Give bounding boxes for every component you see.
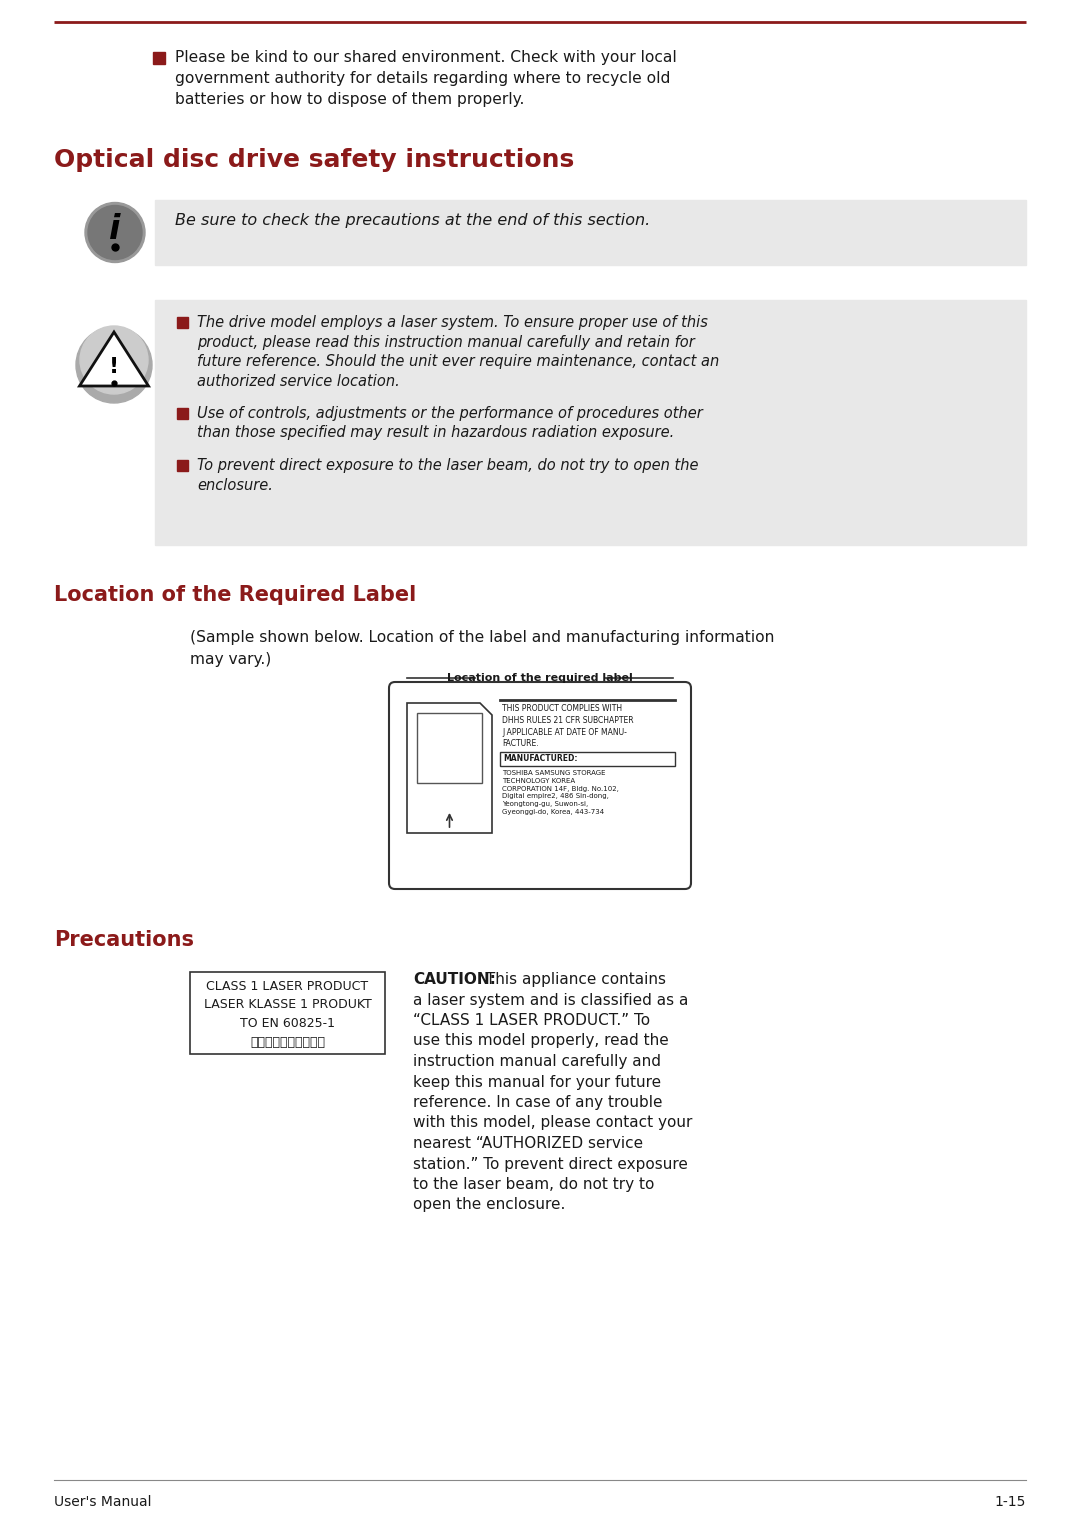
Bar bbox=[156, 199, 1026, 265]
Text: Location of the required label: Location of the required label bbox=[447, 672, 633, 683]
Text: Optical disc drive safety instructions: Optical disc drive safety instructions bbox=[54, 148, 575, 172]
Bar bbox=[417, 713, 482, 783]
Text: use this model properly, read the: use this model properly, read the bbox=[413, 1033, 669, 1048]
Text: Please be kind to our shared environment. Check with your local: Please be kind to our shared environment… bbox=[175, 50, 677, 65]
Text: instruction manual carefully and: instruction manual carefully and bbox=[413, 1054, 661, 1069]
Text: !: ! bbox=[109, 357, 119, 377]
Text: authorized service location.: authorized service location. bbox=[197, 374, 400, 388]
Bar bbox=[153, 52, 165, 64]
Text: Be sure to check the precautions at the end of this section.: Be sure to check the precautions at the … bbox=[175, 213, 650, 228]
Bar bbox=[500, 751, 675, 767]
Bar bbox=[190, 972, 384, 1054]
Text: Use of controls, adjustments or the performance of procedures other: Use of controls, adjustments or the perf… bbox=[197, 406, 703, 421]
Text: enclosure.: enclosure. bbox=[197, 478, 273, 493]
Text: This appliance contains: This appliance contains bbox=[481, 972, 666, 987]
Text: The drive model employs a laser system. To ensure proper use of this: The drive model employs a laser system. … bbox=[197, 315, 707, 330]
Text: reference. In case of any trouble: reference. In case of any trouble bbox=[413, 1095, 662, 1110]
Text: a laser system and is classified as a: a laser system and is classified as a bbox=[413, 993, 688, 1007]
Text: 1-15: 1-15 bbox=[995, 1495, 1026, 1509]
Circle shape bbox=[80, 325, 148, 394]
Text: batteries or how to dispose of them properly.: batteries or how to dispose of them prop… bbox=[175, 91, 525, 106]
Polygon shape bbox=[407, 703, 492, 834]
Text: TOSHIBA SAMSUNG STORAGE
TECHNOLOGY KOREA
CORPORATION 14F, Bldg. No.102,
Digital : TOSHIBA SAMSUNG STORAGE TECHNOLOGY KOREA… bbox=[502, 770, 619, 815]
Text: “CLASS 1 LASER PRODUCT.” To: “CLASS 1 LASER PRODUCT.” To bbox=[413, 1013, 650, 1028]
Text: User's Manual: User's Manual bbox=[54, 1495, 151, 1509]
Text: CAUTION:: CAUTION: bbox=[413, 972, 496, 987]
Text: may vary.): may vary.) bbox=[190, 653, 271, 668]
Text: than those specified may result in hazardous radiation exposure.: than those specified may result in hazar… bbox=[197, 426, 674, 441]
Text: Precautions: Precautions bbox=[54, 929, 194, 951]
Text: (Sample shown below. Location of the label and manufacturing information: (Sample shown below. Location of the lab… bbox=[190, 630, 774, 645]
Bar bbox=[177, 316, 188, 329]
Text: To prevent direct exposure to the laser beam, do not try to open the: To prevent direct exposure to the laser … bbox=[197, 458, 699, 473]
Text: future reference. Should the unit ever require maintenance, contact an: future reference. Should the unit ever r… bbox=[197, 354, 719, 370]
Circle shape bbox=[85, 202, 145, 263]
Text: CLASS 1 LASER PRODUCT
LASER KLASSE 1 PRODUKT
TO EN 60825-1
クラス１レーザー製品: CLASS 1 LASER PRODUCT LASER KLASSE 1 PRO… bbox=[204, 980, 372, 1048]
Bar bbox=[177, 408, 188, 418]
Text: station.” To prevent direct exposure: station.” To prevent direct exposure bbox=[413, 1156, 688, 1171]
Text: MANUFACTURED:: MANUFACTURED: bbox=[503, 754, 578, 764]
Text: i: i bbox=[109, 213, 121, 246]
Polygon shape bbox=[80, 332, 149, 386]
Bar bbox=[177, 459, 188, 472]
FancyBboxPatch shape bbox=[389, 681, 691, 888]
Text: THIS PRODUCT COMPLIES WITH
DHHS RULES 21 CFR SUBCHAPTER
J APPLICABLE AT DATE OF : THIS PRODUCT COMPLIES WITH DHHS RULES 21… bbox=[502, 704, 634, 748]
Text: Location of the Required Label: Location of the Required Label bbox=[54, 586, 416, 605]
Text: with this model, please contact your: with this model, please contact your bbox=[413, 1115, 692, 1130]
Text: nearest “AUTHORIZED service: nearest “AUTHORIZED service bbox=[413, 1136, 643, 1151]
Text: keep this manual for your future: keep this manual for your future bbox=[413, 1074, 661, 1089]
Text: to the laser beam, do not try to: to the laser beam, do not try to bbox=[413, 1177, 654, 1192]
Circle shape bbox=[87, 205, 141, 260]
Bar bbox=[156, 300, 1026, 545]
Text: product, please read this instruction manual carefully and retain for: product, please read this instruction ma… bbox=[197, 335, 694, 350]
Text: government authority for details regarding where to recycle old: government authority for details regardi… bbox=[175, 71, 671, 87]
Text: open the enclosure.: open the enclosure. bbox=[413, 1197, 565, 1212]
Circle shape bbox=[76, 327, 152, 403]
